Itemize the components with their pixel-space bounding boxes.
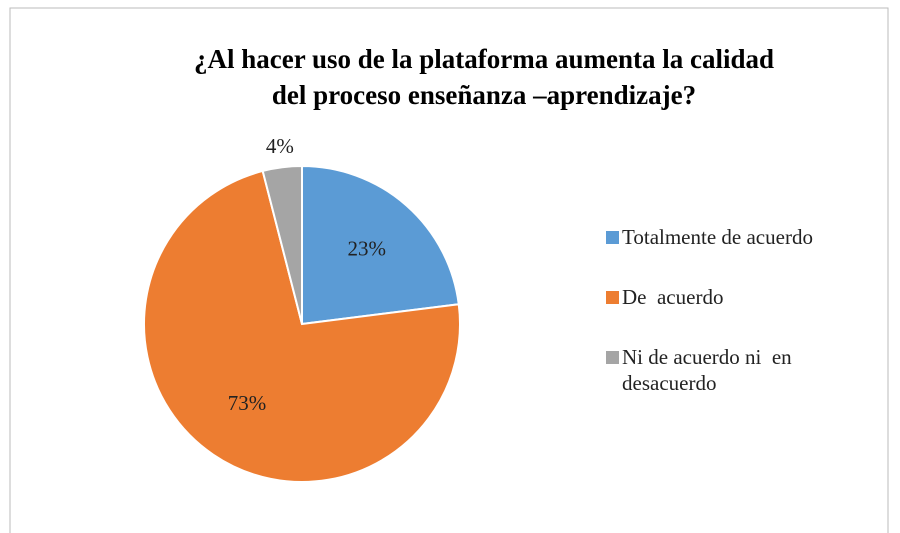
legend-swatch: [606, 291, 619, 304]
data-label: 23%: [348, 236, 387, 260]
legend-item: Ni de acuerdo ni en desacuerdo: [606, 344, 896, 396]
legend-label: Totalmente de acuerdo: [622, 225, 813, 249]
legend-label: De acuerdo: [622, 285, 724, 309]
legend-item: De acuerdo: [606, 284, 896, 310]
legend-label: Ni de acuerdo ni en desacuerdo: [622, 345, 797, 395]
legend: Totalmente de acuerdo De acuerdo Ni de acu…: [606, 224, 896, 430]
data-label: 4%: [266, 134, 294, 158]
legend-swatch: [606, 351, 619, 364]
chart-title: del proceso enseñanza –aprendizaje?: [272, 80, 696, 110]
legend-swatch: [606, 231, 619, 244]
pie-slice: [143, 169, 461, 483]
pie-slice: [301, 164, 460, 326]
chart-title: ¿Al hacer uso de la plataforma aumenta l…: [194, 44, 774, 74]
data-label: 73%: [228, 391, 267, 415]
chart-frame: [9, 7, 889, 533]
pie-slice: [261, 164, 303, 325]
legend-item: Totalmente de acuerdo: [606, 224, 896, 250]
